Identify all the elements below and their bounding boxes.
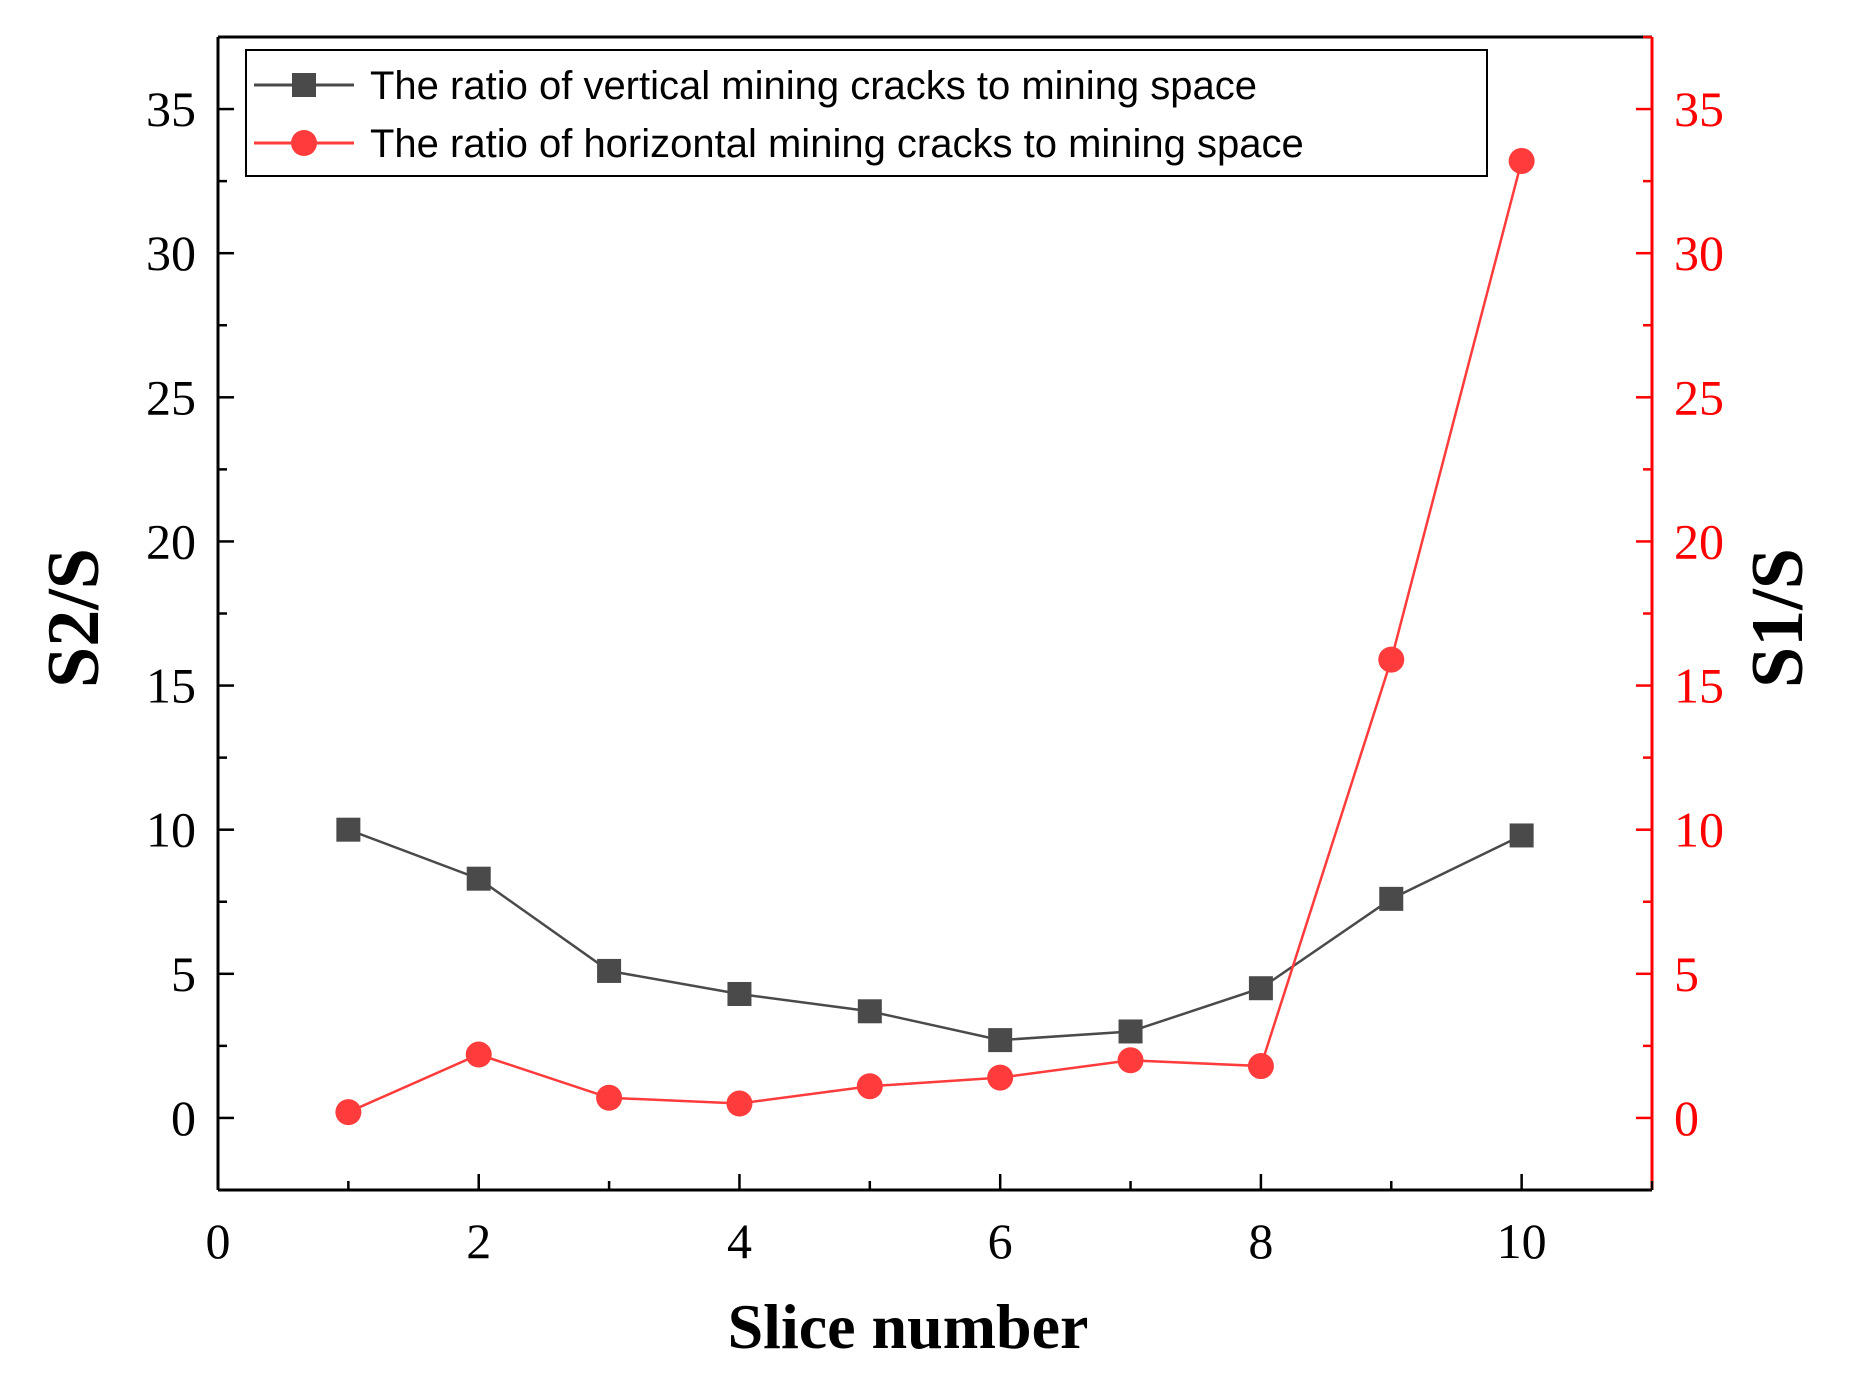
legend-label-vertical: The ratio of vertical mining cracks to m…	[370, 64, 1257, 108]
legend-marker-square	[292, 73, 316, 97]
left-y-tick-label: 5	[171, 946, 196, 1002]
right-y-tick-label: 30	[1674, 225, 1724, 281]
legend-label-horizontal: The ratio of horizontal mining cracks to…	[370, 122, 1304, 166]
data-point-circle	[596, 1084, 623, 1111]
legend-box	[245, 49, 1488, 177]
right-y-tick-label: 25	[1674, 369, 1724, 425]
left-y-tick-label: 30	[146, 225, 196, 281]
right-y-axis-title: S1/S	[1737, 548, 1819, 688]
data-point-square	[1379, 886, 1404, 911]
data-point-circle	[726, 1090, 753, 1117]
data-point-square	[336, 817, 361, 842]
data-point-circle	[1508, 147, 1535, 174]
data-point-circle	[987, 1064, 1014, 1091]
data-point-square	[988, 1028, 1013, 1053]
data-point-square	[466, 866, 491, 891]
right-y-tick-label: 10	[1674, 802, 1724, 858]
left-y-tick-label: 15	[146, 658, 196, 714]
data-point-circle	[335, 1099, 362, 1126]
data-point-circle	[465, 1041, 492, 1068]
left-y-tick-label: 20	[146, 513, 196, 569]
legend-marker-circle	[291, 130, 317, 156]
axes-layer: 0 2 4 6 8 10 0 5 10 15 20 25 30 35 0 5 10 15 20 25 30 35	[146, 35, 1724, 1269]
x-tick-label: 8	[1248, 1213, 1273, 1269]
series-line-2	[347, 160, 1523, 1114]
x-axis-title: Slice number	[728, 1291, 1089, 1362]
right-y-tick-label: 35	[1674, 81, 1724, 137]
data-point-circle	[856, 1073, 883, 1100]
data-point-square	[1248, 976, 1273, 1001]
left-y-tick-label: 10	[146, 802, 196, 858]
legend: The ratio of vertical mining cracks to m…	[245, 49, 1488, 177]
x-tick-label: 0	[206, 1213, 231, 1269]
right-y-tick-label: 0	[1674, 1090, 1699, 1146]
data-point-square	[597, 958, 622, 983]
data-point-square	[1118, 1019, 1143, 1044]
data-point-circle	[1117, 1047, 1144, 1074]
x-tick-label: 6	[988, 1213, 1013, 1269]
right-y-tick-label: 15	[1674, 658, 1724, 714]
data-point-square	[727, 981, 752, 1006]
data-point-square	[1509, 823, 1534, 848]
data-point-square	[857, 999, 882, 1024]
x-tick-label: 4	[727, 1213, 752, 1269]
left-y-tick-label: 0	[171, 1090, 196, 1146]
marks-layer	[335, 147, 1535, 1126]
right-y-tick-label: 5	[1674, 946, 1699, 1002]
x-tick-label: 2	[466, 1213, 491, 1269]
left-y-axis-title: S2/S	[33, 548, 115, 688]
x-tick-label: 10	[1497, 1213, 1547, 1269]
data-point-circle	[1247, 1053, 1274, 1080]
right-y-tick-label: 20	[1674, 513, 1724, 569]
series-line-1	[347, 828, 1523, 1042]
left-y-tick-label: 35	[146, 81, 196, 137]
data-point-circle	[1378, 646, 1405, 673]
left-y-tick-label: 25	[146, 369, 196, 425]
